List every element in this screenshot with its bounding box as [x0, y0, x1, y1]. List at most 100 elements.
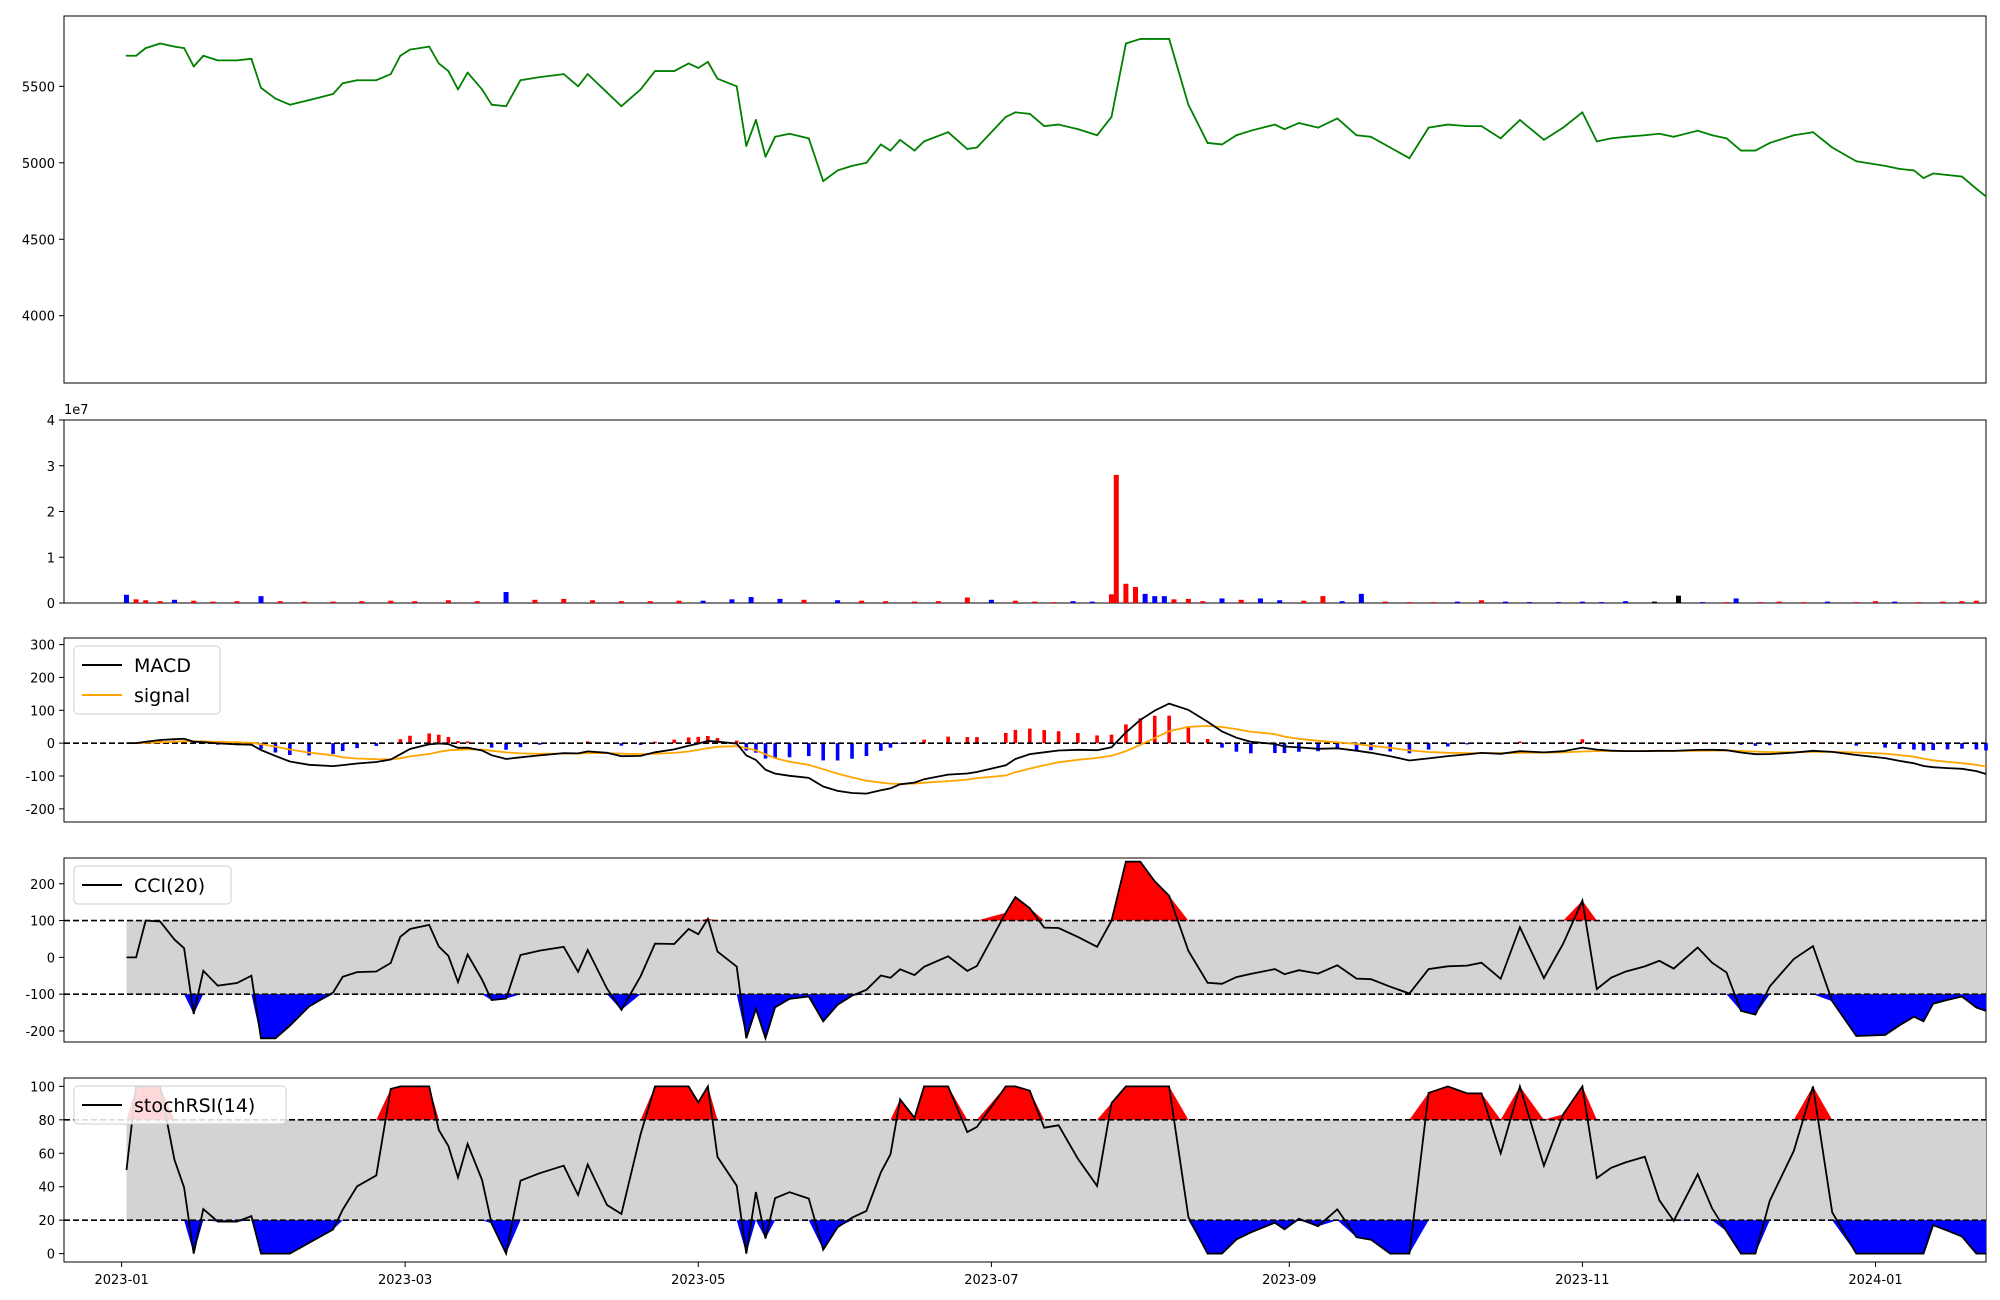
volume-bar [1623, 601, 1629, 603]
price-line-segment [1446, 123, 1468, 127]
macd-histogram-bar [672, 739, 677, 744]
price-line-segment [173, 45, 186, 50]
price-line-segment [202, 54, 219, 62]
volume-bar [258, 596, 264, 603]
stochrsi-overbought-fill [126, 1086, 1987, 1120]
macd-histogram-bar [1249, 743, 1253, 754]
volume-bar [1651, 601, 1657, 603]
macd-histogram-bar [686, 737, 691, 744]
stochrsi-panel: 0 20 40 60 80 100 stochRSI(14) 2023-01 2023-03 20… [30, 1077, 1987, 1288]
price-line-segment [1427, 123, 1449, 129]
volume-bar [277, 601, 283, 603]
volume-bar [1959, 601, 1965, 603]
volume-bar [748, 597, 754, 603]
volume-bar [388, 600, 394, 603]
price-line-segment [620, 88, 642, 108]
price-line-segment [1898, 168, 1915, 172]
volume-bar [801, 599, 807, 603]
price-line-segment [1221, 134, 1238, 146]
macd-histogram-bar [1753, 743, 1758, 746]
price-line-segment [183, 47, 195, 68]
macd-histogram-bar [1013, 729, 1018, 744]
macd-histogram-bar [706, 735, 710, 744]
price-line-segment [1581, 111, 1598, 143]
volume-bar [911, 601, 917, 603]
volume-bar [1454, 601, 1460, 603]
macd-histogram-bar [518, 743, 523, 748]
volume-bar [1161, 596, 1167, 603]
volume-bar [1152, 596, 1158, 603]
volume-bar [1108, 594, 1114, 603]
macd-histogram-bar [1960, 743, 1964, 749]
price-line-segment [639, 70, 656, 91]
macd-histogram-bar [653, 741, 657, 744]
price-line-segment [1725, 137, 1742, 152]
volume-bar [1238, 599, 1244, 603]
price-line-segment [966, 146, 978, 150]
price-line-segment [1792, 131, 1814, 137]
macd-histogram-bar [1465, 743, 1469, 745]
macd-ytick-label: -200 [25, 803, 55, 818]
price-line-segment [1595, 137, 1613, 143]
macd-histogram-bar [1205, 738, 1210, 744]
price-line-segment [577, 73, 589, 88]
macd-histogram-bar [1407, 743, 1412, 754]
macd-histogram-bar [888, 743, 893, 748]
volume-bar [532, 599, 538, 603]
macd-histogram-bar [1354, 743, 1359, 750]
macd-histogram-bar [1897, 743, 1902, 749]
macd-histogram-bar [1921, 743, 1926, 751]
macd-histogram-bar [864, 743, 869, 757]
volume-bar [1916, 602, 1922, 603]
macd-histogram-bar [638, 743, 643, 745]
volume-bar [1973, 600, 1979, 603]
cci-ytick-label: -200 [25, 1025, 55, 1040]
macd-legend [73, 645, 221, 715]
price-line-segment [1187, 103, 1209, 144]
price-line-segment [1389, 146, 1411, 160]
volume-bar [1012, 600, 1018, 603]
volume-bar [359, 601, 365, 603]
stochrsi-ytick-label: 100 [30, 1080, 55, 1095]
price-line-segment [1110, 42, 1127, 118]
stochrsi-ytick-label: 80 [38, 1114, 55, 1129]
price-line-segment [1499, 119, 1521, 140]
volume-bar [1503, 601, 1508, 603]
volume-bar [1185, 598, 1191, 603]
macd-histogram-bar [1003, 732, 1008, 744]
price-line-segment [1235, 129, 1252, 137]
macd-histogram-bar [307, 743, 311, 756]
price-line-segment [1076, 128, 1098, 137]
volume-panel: 0 1 2 3 4 1e7 [47, 403, 1987, 612]
price-line-segment [807, 137, 825, 183]
price-line-segment [1562, 111, 1584, 129]
price-panel: 4000 4500 5000 5500 [22, 15, 1987, 384]
price-line-segment [1610, 135, 1627, 140]
volume-bar [988, 599, 994, 603]
price-line-segment [889, 138, 901, 152]
price-line-segment [375, 73, 392, 82]
volume-bar [1171, 599, 1177, 603]
price-line-segment [1043, 123, 1060, 127]
macd-histogram-bar [1883, 743, 1887, 748]
volume-bar [143, 600, 149, 603]
macd-ytick-label: 200 [30, 671, 55, 686]
macd-histogram-bar [1152, 715, 1157, 744]
price-line-segment [1125, 38, 1142, 45]
volume-bar [859, 600, 865, 603]
price-line-segment [947, 131, 969, 150]
macd-histogram-bar [1095, 735, 1099, 744]
price-line-segment [822, 169, 839, 183]
stochrsi-neutral-band [126, 1119, 1987, 1221]
price-line-segment [1946, 174, 1963, 178]
price-line-segment [1812, 131, 1834, 149]
price-line-segment [1768, 134, 1795, 144]
volume-bar [1257, 598, 1263, 603]
macd-histogram-bar [619, 743, 624, 746]
volume-bar [1358, 593, 1364, 603]
macd-histogram-bar [1767, 743, 1772, 746]
macd-histogram-bar [1984, 743, 1988, 751]
price-line-segment [774, 132, 791, 138]
price-line-segment [716, 77, 738, 88]
volume-bar [474, 601, 480, 603]
